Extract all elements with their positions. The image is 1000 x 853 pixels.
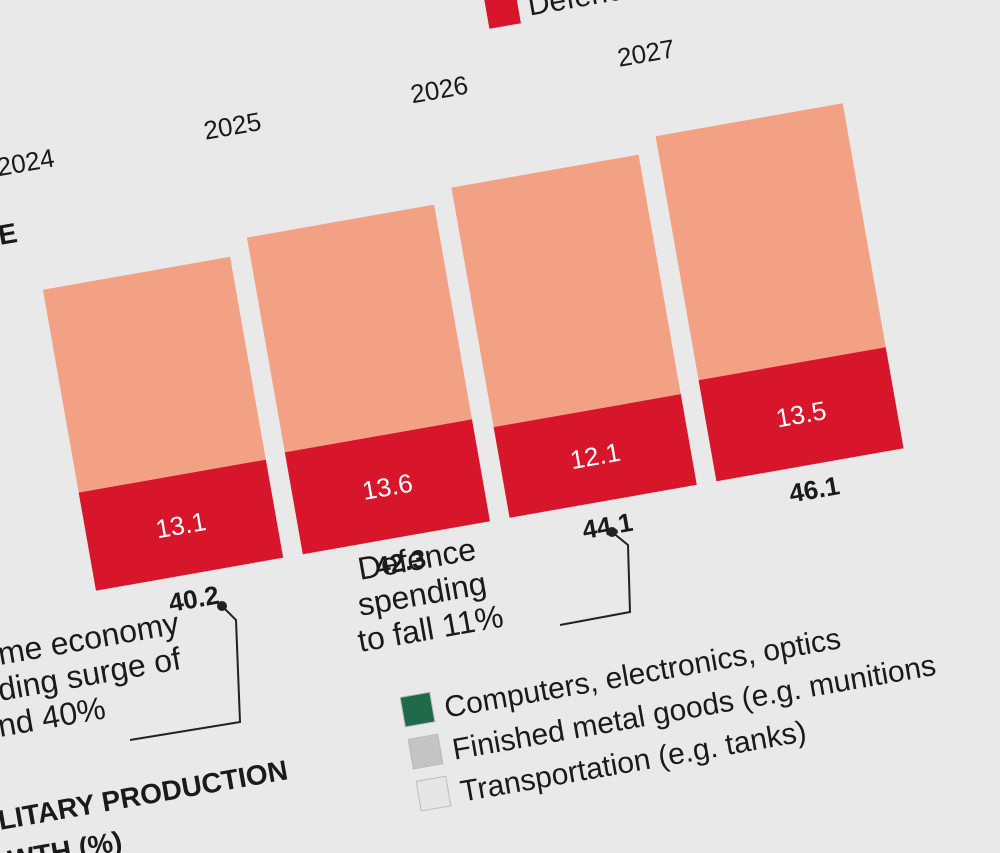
legend-swatch <box>415 775 452 812</box>
leader-dot <box>607 527 617 537</box>
legend-swatch <box>407 733 444 770</box>
defence-bar <box>493 394 697 518</box>
legend-swatch <box>399 691 436 728</box>
defence-bar <box>78 459 284 591</box>
leader-line <box>559 531 632 626</box>
defence-bar <box>698 347 904 482</box>
legend-swatch <box>483 0 521 29</box>
defence-bar <box>284 419 490 555</box>
plot: 13.140.2202413.642.3202512.144.1202613.5… <box>0 0 904 618</box>
leader-dot <box>217 601 227 611</box>
leader-line <box>129 605 242 741</box>
section-title: E <box>0 217 19 251</box>
